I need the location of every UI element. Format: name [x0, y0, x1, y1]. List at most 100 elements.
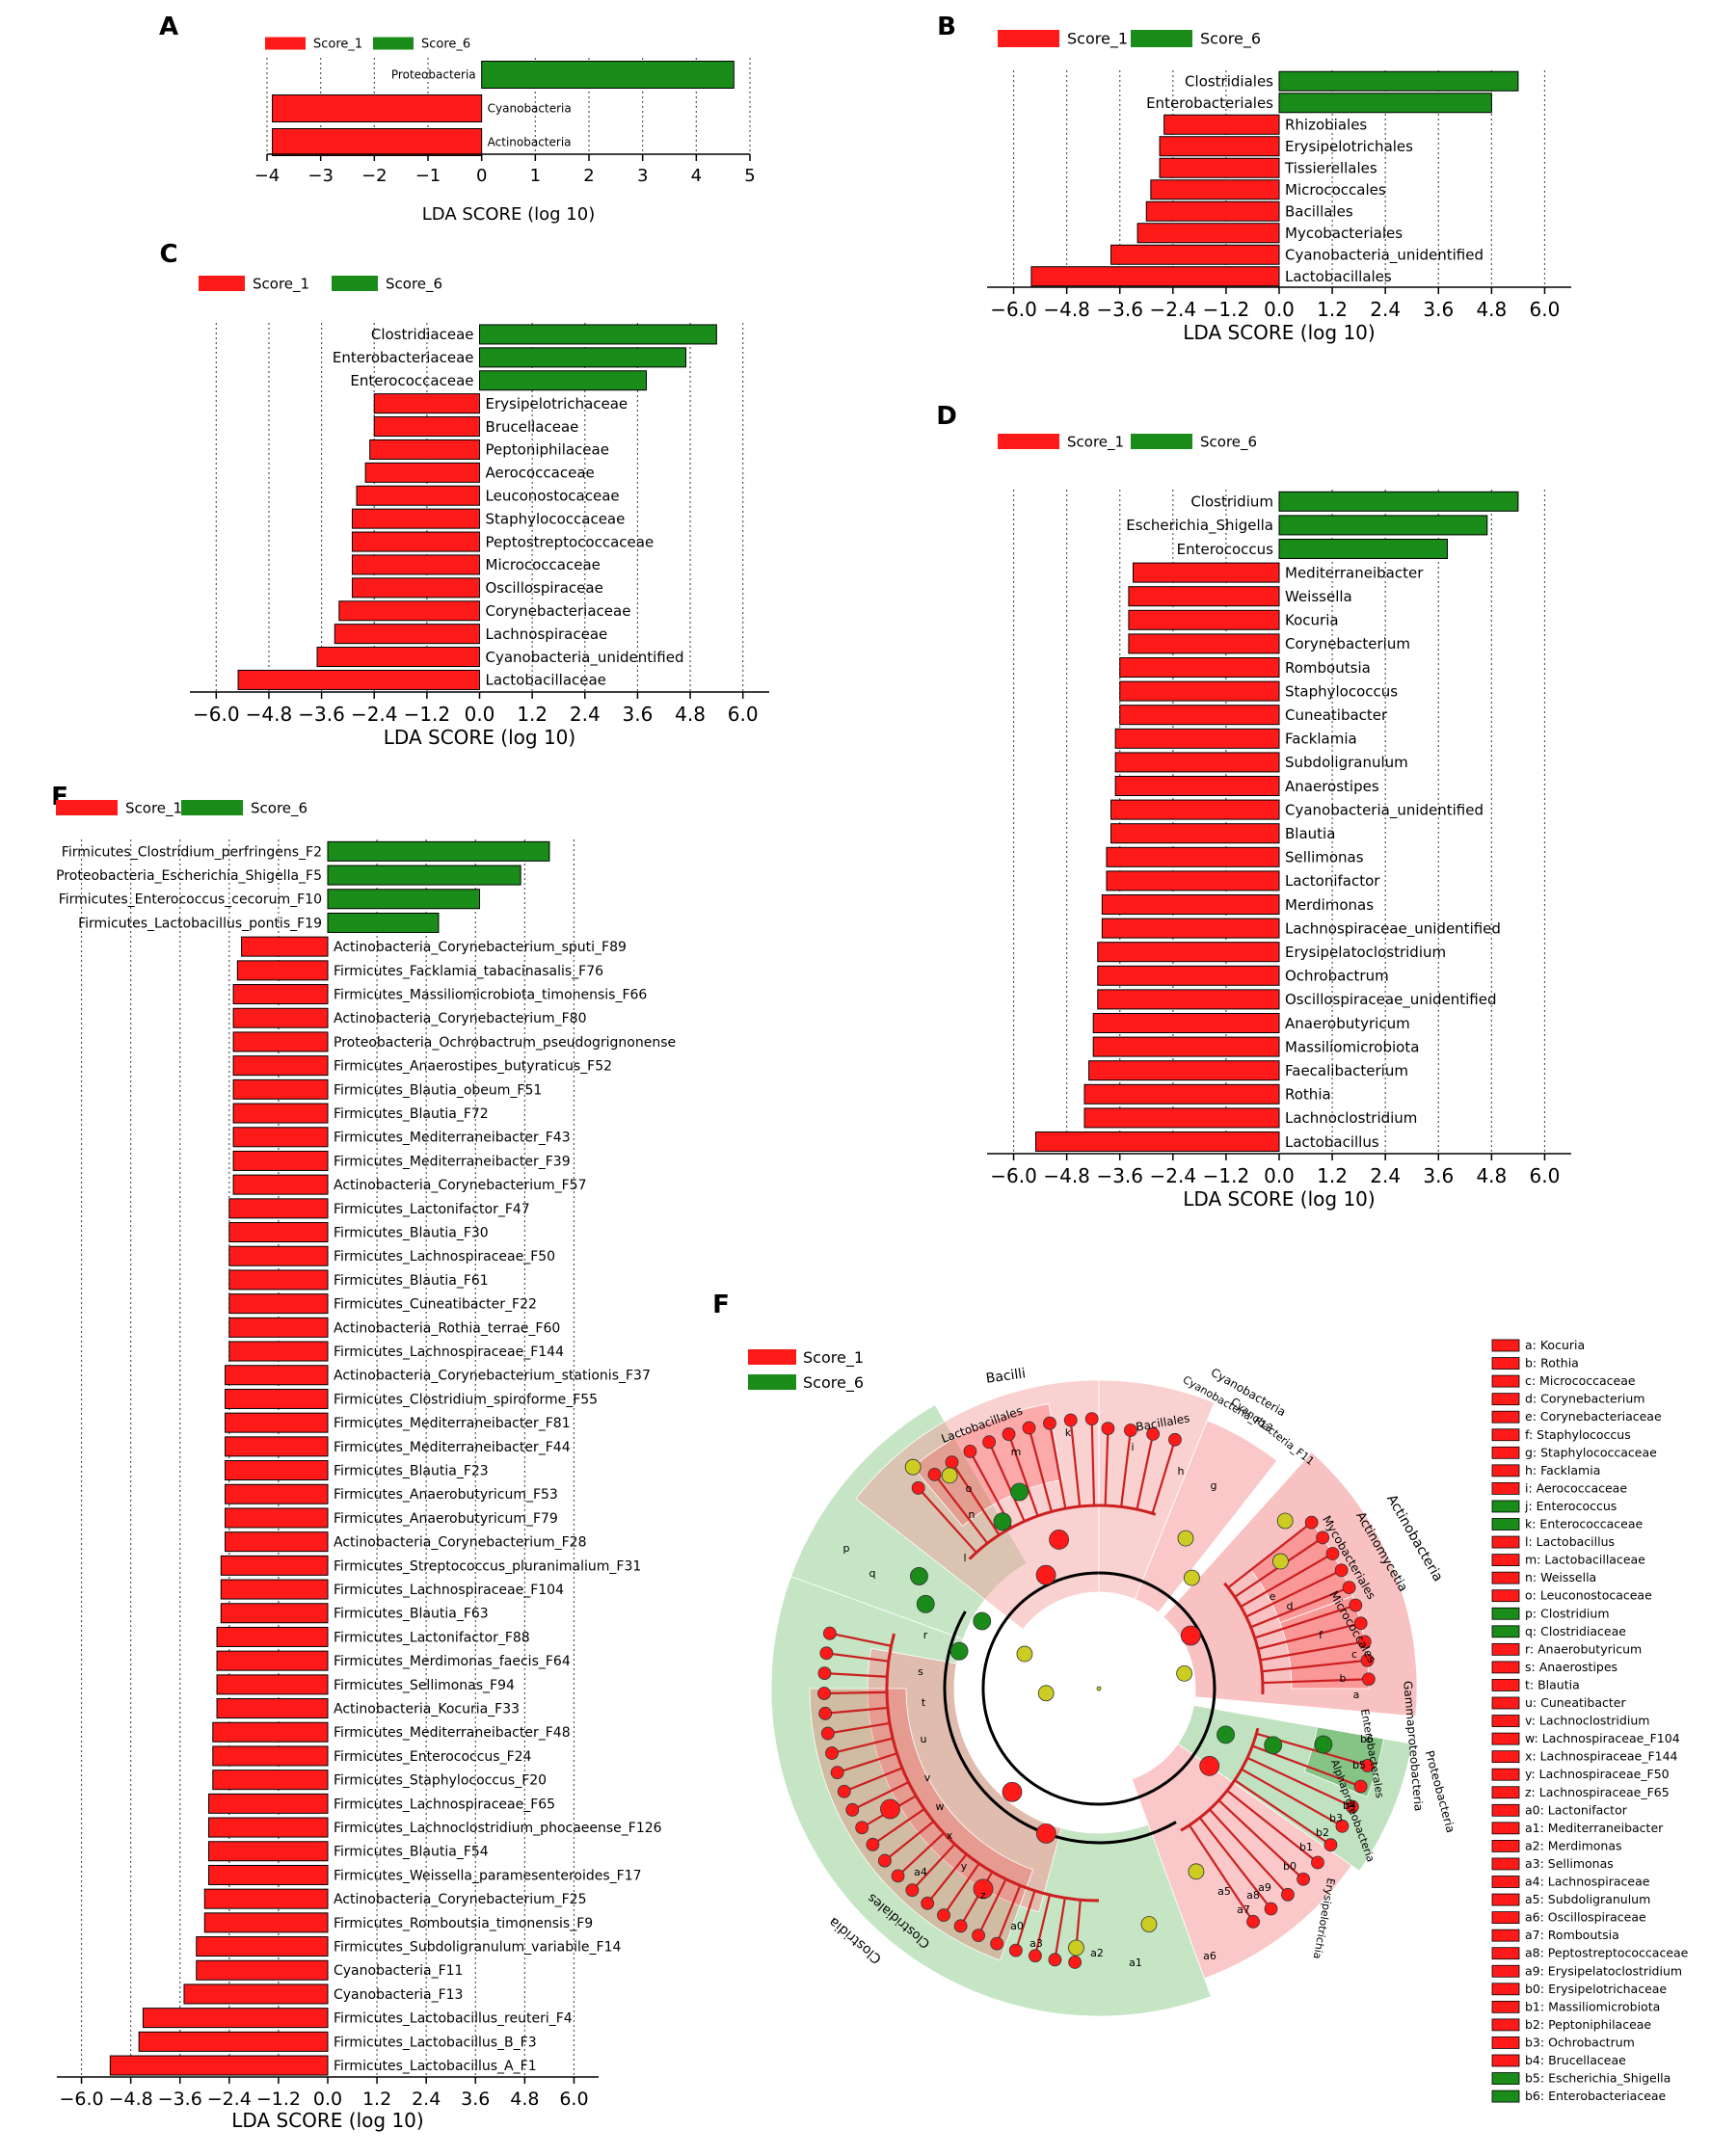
tree-node — [1314, 1735, 1333, 1754]
legend-label: Score_6 — [803, 1373, 864, 1393]
bar-label: Firmicutes_Lactobacillus_A_F1 — [334, 2059, 537, 2074]
tree-branch — [1257, 1622, 1361, 1650]
legend-swatch — [998, 434, 1059, 449]
bar — [216, 1650, 329, 1671]
bar — [232, 1103, 329, 1124]
key-swatch — [1491, 2036, 1520, 2049]
tree-node — [817, 1666, 832, 1680]
key-label: i: Aerococcaceae — [1525, 1480, 1627, 1495]
clade-sector-proteobacteria — [1177, 1704, 1413, 1872]
tree-branch — [837, 1752, 897, 1774]
tree-node — [1043, 1416, 1056, 1430]
bar-label: Firmicutes_Anaerobutyricum_F53 — [334, 1487, 558, 1503]
panel-letter: D — [936, 402, 957, 431]
x-tick-label: −2 — [361, 166, 388, 186]
key-swatch — [1491, 1983, 1520, 1996]
bar-label: Firmicutes_Lactonifactor_F88 — [334, 1630, 530, 1645]
bar-label: Brucellaceae — [486, 418, 579, 436]
key-label: b3: Ochrobactrum — [1525, 2035, 1635, 2049]
bar — [1114, 728, 1280, 749]
bar-label: Firmicutes_Anaerostipes_butyraticus_F52 — [334, 1059, 612, 1075]
x-tick-label: 4.8 — [510, 2089, 539, 2110]
bar — [208, 1841, 329, 1862]
bar — [1110, 823, 1280, 844]
bar-label: Firmicutes_Enterococcus_cecorum_F10 — [59, 892, 322, 908]
key-swatch — [1491, 1732, 1520, 1745]
bar — [183, 1983, 329, 2005]
clade-letter: b2 — [1316, 1826, 1329, 1839]
clade-letter: f — [1319, 1629, 1323, 1641]
bar-label: Actinobacteria_Corynebacterium_F25 — [334, 1892, 587, 1907]
panel-letter: A — [159, 13, 178, 41]
tree-node — [1035, 1823, 1056, 1844]
tree-node — [845, 1802, 860, 1817]
tree-node — [822, 1626, 837, 1640]
key-label: b4: Brucellaceae — [1525, 2053, 1626, 2067]
clade-letter: z — [980, 1889, 986, 1902]
legend-swatch — [1131, 434, 1192, 449]
key-label: a2: Merdimonas — [1525, 1838, 1622, 1852]
tree-branch — [825, 1706, 889, 1715]
key-label: s: Anaerostipes — [1525, 1660, 1617, 1674]
tree-node — [1096, 1686, 1102, 1691]
legend-swatch — [998, 30, 1059, 47]
x-tick-label: −6.0 — [59, 2089, 103, 2110]
tree-node — [1272, 1553, 1289, 1570]
tree-branch — [933, 1474, 989, 1544]
bar-label: Erysipelotrichales — [1285, 138, 1413, 155]
bar-label: Firmicutes_Blautia_F72 — [334, 1106, 489, 1122]
bar-label: Bacillales — [1285, 203, 1353, 221]
tree-node — [1361, 1672, 1376, 1687]
legend-label: Score_6 — [1200, 30, 1261, 49]
bar-label: Lachnoclostridium — [1285, 1109, 1417, 1127]
bar-label: Firmicutes_Mediterraneibacter_F44 — [334, 1440, 571, 1455]
bar — [1097, 989, 1280, 1010]
bar-label: Anaerobutyricum — [1285, 1015, 1410, 1032]
bar — [364, 462, 480, 483]
bar — [1278, 515, 1488, 536]
clade-letter: l — [963, 1552, 966, 1564]
tree-branch — [1246, 1756, 1353, 1808]
key-swatch — [1491, 1964, 1520, 1978]
bar-label: Lactobacillales — [1285, 268, 1392, 285]
bar — [220, 1603, 329, 1624]
bar — [225, 1436, 329, 1457]
x-tick-label: 4.8 — [1476, 1164, 1507, 1187]
bar — [228, 1245, 329, 1266]
bar — [225, 1412, 329, 1433]
bar — [1136, 223, 1280, 244]
clade-letter: a — [1353, 1689, 1360, 1701]
x-tick-label: −3.6 — [1096, 1164, 1143, 1187]
key-label: c: Micrococcaceae — [1525, 1373, 1636, 1388]
key-label: a7: Romboutsia — [1525, 1928, 1619, 1942]
bar — [212, 1721, 329, 1743]
x-tick-label: −1.2 — [1203, 298, 1250, 321]
bar-label: Firmicutes_Blautia_F63 — [334, 1607, 489, 1622]
tree-branch — [1240, 1553, 1334, 1608]
clade-sector-clostridia-outer — [789, 1404, 1028, 1640]
panel-C: C Score_1 Score_6 Clostridiaceae Enterobacte… — [159, 240, 769, 749]
tree-branch — [1151, 1439, 1176, 1514]
key-label: w: Lachnospiraceae_F104 — [1525, 1731, 1680, 1745]
bar — [1083, 1083, 1280, 1105]
clade-letter: b — [1340, 1672, 1347, 1685]
key-swatch — [1491, 1554, 1520, 1566]
bar — [338, 600, 481, 622]
tree-node — [941, 1467, 958, 1484]
tree-branch — [884, 1820, 935, 1862]
tree-node — [1146, 1427, 1161, 1441]
tree-node — [1101, 1422, 1115, 1436]
tree-branch — [1223, 1582, 1265, 1694]
bar — [327, 840, 550, 862]
key-label: b: Rothia — [1525, 1356, 1579, 1371]
bar — [1097, 965, 1280, 986]
x-tick-label: 1 — [530, 166, 541, 186]
tree-branch — [1262, 1678, 1369, 1685]
tree-branch — [911, 1843, 956, 1891]
key-label: n: Weissella — [1525, 1570, 1596, 1584]
bar — [109, 2055, 329, 2076]
bar-label: Firmicutes_Blautia_F23 — [334, 1463, 489, 1478]
key-swatch — [1491, 1589, 1520, 1603]
key-label: h: Facklamia — [1525, 1463, 1600, 1477]
legend-label: Score_1 — [253, 275, 309, 293]
